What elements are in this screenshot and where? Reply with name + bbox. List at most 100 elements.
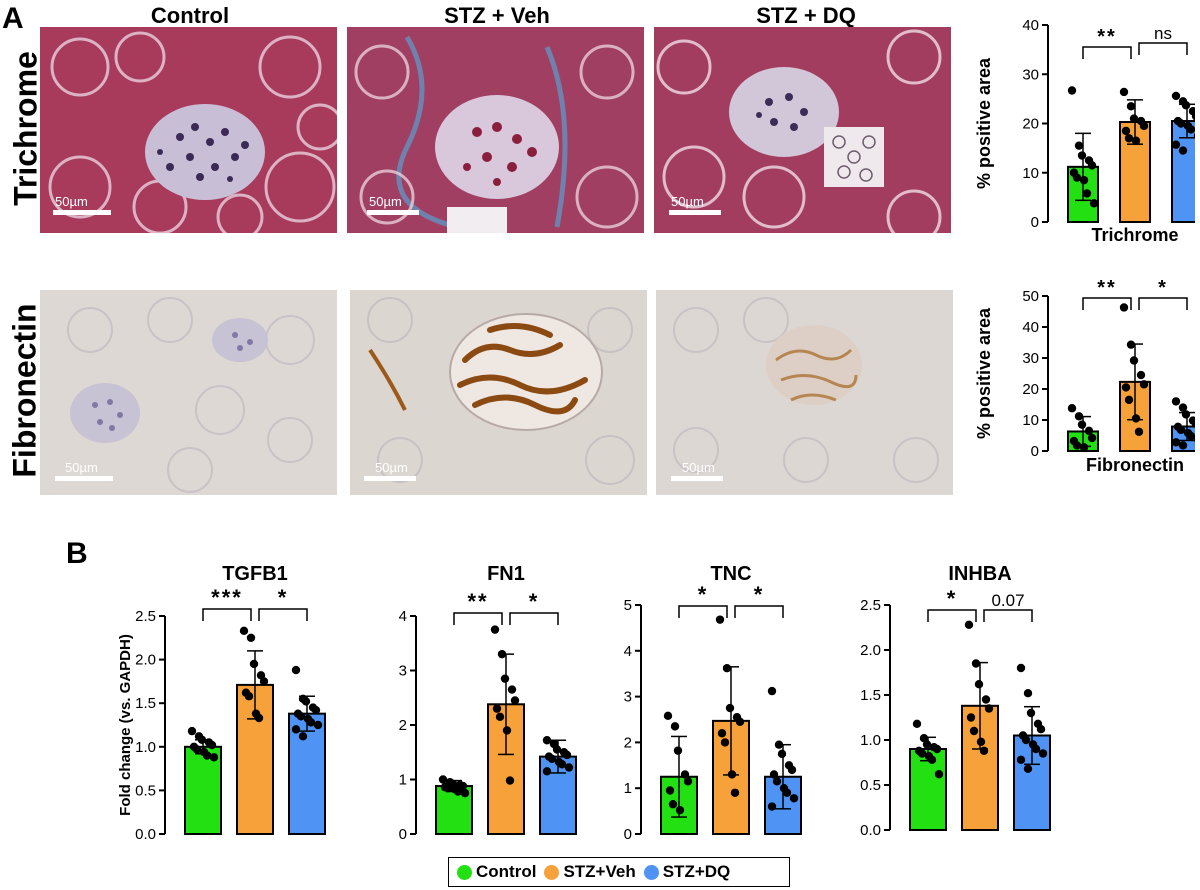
data-point (1126, 340, 1136, 349)
data-point (291, 665, 301, 675)
data-point (495, 712, 505, 722)
data-point (306, 718, 316, 727)
data-point (1119, 303, 1129, 312)
data-point (1082, 189, 1092, 198)
data-point (976, 737, 986, 746)
data-point (772, 777, 782, 786)
y-tick-label: 2 (399, 717, 407, 734)
data-point (1193, 436, 1195, 443)
data-point (1121, 126, 1131, 136)
y-tick-label: 0 (1031, 214, 1039, 231)
y-tick-label: 10 (1022, 412, 1039, 429)
significance-label: ** (467, 589, 488, 614)
legend-item-stz-veh: STZ+Veh (544, 862, 636, 882)
data-point (717, 729, 727, 738)
scale-label: 50µm (369, 194, 402, 209)
y-tick-label: 0.5 (135, 782, 156, 799)
legend-item-stz-dq: STZ+DQ (643, 862, 731, 882)
data-point (730, 788, 740, 797)
data-point (1134, 427, 1144, 436)
data-point (552, 745, 562, 754)
x-axis-label: Trichrome (1091, 225, 1178, 245)
data-point (492, 704, 502, 713)
y-tick-label: 0 (1031, 443, 1039, 460)
y-tick-label: 0 (624, 826, 632, 843)
data-point (1171, 140, 1181, 149)
scale-bar (364, 476, 416, 481)
significance-bracket (983, 609, 1033, 622)
legend-swatch-control (457, 864, 472, 880)
data-point (1124, 395, 1134, 405)
data-point (722, 664, 732, 673)
micrograph-trichrome-stz-dq: 50µm (654, 27, 951, 233)
data-point (1023, 689, 1033, 698)
data-point (259, 677, 269, 686)
significance-label: * (278, 585, 289, 610)
legend-label-stz-dq: STZ+DQ (662, 862, 731, 881)
data-point (291, 725, 301, 734)
data-point (1178, 441, 1188, 450)
data-point (313, 720, 323, 730)
y-tick-label: 4 (399, 608, 407, 625)
data-point (1087, 161, 1097, 170)
data-point (1038, 749, 1048, 758)
micrograph-fibronectin-stz-veh: 50µm (350, 290, 647, 495)
significance-bracket (453, 612, 503, 625)
data-point (547, 754, 557, 763)
data-point (1074, 141, 1084, 150)
data-point (254, 713, 264, 723)
trichrome-control-image (40, 27, 337, 233)
significance-bracket (678, 605, 728, 618)
scale-label: 50µm (671, 194, 704, 209)
legend-swatch-stz-dq (643, 864, 659, 880)
data-point (507, 685, 517, 694)
data-point (1131, 414, 1141, 423)
significance-bracket (734, 605, 784, 618)
data-point (917, 749, 927, 758)
y-tick-label: 2 (624, 734, 632, 751)
legend-label-stz-veh: STZ+Veh (563, 862, 636, 881)
legend-swatch-stz-veh (544, 864, 560, 880)
data-point (1191, 112, 1195, 121)
data-point (246, 633, 256, 642)
significance-bracket (1138, 42, 1188, 55)
legend: Control STZ+Veh STZ+DQ (448, 857, 790, 887)
data-point (1026, 708, 1036, 718)
data-point (932, 744, 942, 754)
y-tick-label: 1 (399, 772, 407, 789)
chart-title: TGFB1 (222, 563, 288, 585)
data-point (979, 746, 989, 755)
y-tick-label: 40 (1022, 319, 1039, 336)
legend-label-control: Control (476, 862, 537, 881)
scale-bar (53, 210, 111, 215)
micrograph-fibronectin-stz-dq: 50µm (656, 290, 953, 495)
x-axis-label: Fibronectin (1086, 455, 1184, 475)
data-point (1181, 101, 1191, 110)
data-point (562, 750, 572, 760)
fibronectin-stz-veh-image (350, 290, 647, 495)
y-tick-label: 30 (1022, 350, 1039, 367)
data-point (680, 770, 690, 779)
data-point (1021, 735, 1031, 745)
bar-stz-dq (1171, 120, 1195, 223)
chart-title: INHBA (948, 563, 1011, 585)
data-point (1129, 114, 1139, 123)
data-point (981, 695, 991, 704)
data-point (1136, 370, 1146, 380)
significance-label: * (947, 586, 958, 611)
y-tick-label: 1 (624, 780, 632, 797)
scale-bar (671, 476, 723, 481)
data-point (934, 770, 944, 779)
data-point (557, 760, 567, 769)
data-point (1129, 356, 1139, 365)
significance-label: ** (1097, 26, 1117, 48)
scale-label: 50µm (375, 460, 408, 475)
data-point (1119, 87, 1129, 97)
significance-label: *** (211, 585, 243, 610)
significance-label: 0.07 (991, 591, 1024, 610)
data-point (1124, 134, 1134, 143)
legend-item-control: Control (457, 862, 536, 882)
significance-bracket (1138, 297, 1188, 310)
data-point (675, 805, 685, 815)
